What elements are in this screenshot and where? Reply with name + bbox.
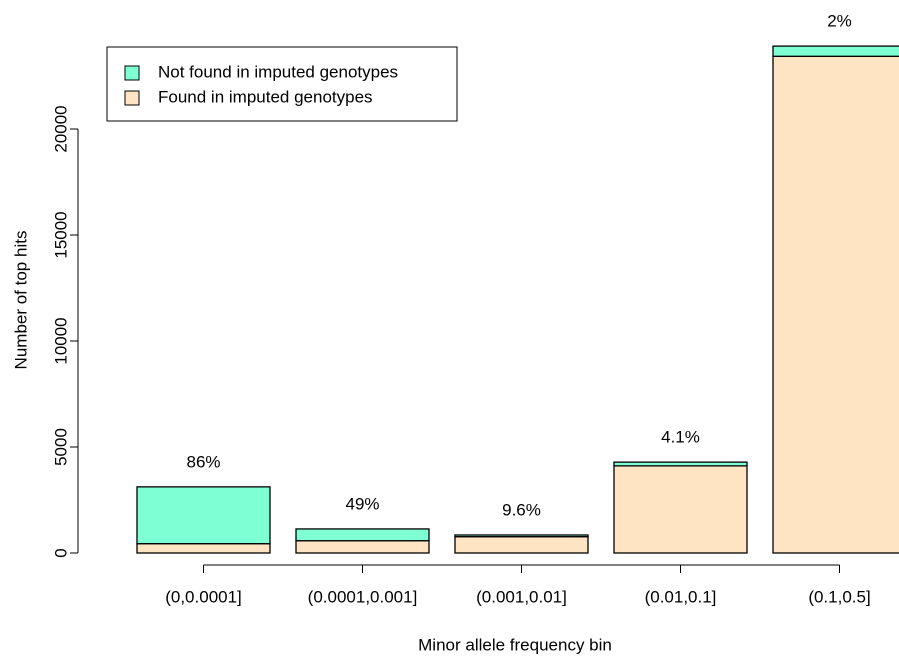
y-tick-label: 10000 [51, 317, 70, 364]
legend-swatch [124, 90, 140, 106]
percent-label: 9.6% [502, 500, 541, 519]
x-tick-label: (0.0001,0.001] [308, 587, 418, 606]
bar-segment [295, 528, 430, 542]
percent-label: 86% [186, 452, 220, 471]
percent-label: 49% [345, 494, 379, 513]
y-axis-label: Number of top hits [11, 231, 30, 370]
x-tick-label: (0,0.0001] [165, 587, 242, 606]
bar-segment [295, 540, 430, 554]
percent-label: 4.1% [661, 428, 700, 447]
bar-segment [613, 461, 748, 467]
legend-label: Found in imputed genotypes [158, 87, 373, 106]
x-axis-label: Minor allele frequency bin [418, 635, 612, 654]
y-tick-label: 15000 [51, 211, 70, 258]
percent-label: 2% [827, 12, 852, 31]
bar-segment [454, 534, 589, 538]
bar-segment [772, 55, 899, 554]
bar-segment [772, 45, 899, 57]
legend-box [106, 46, 458, 122]
bar-segment [613, 465, 748, 554]
bar-segment [136, 543, 271, 554]
x-tick-label: (0.001,0.01] [476, 587, 567, 606]
bar-segment [454, 536, 589, 554]
y-tick-label: 20000 [51, 105, 70, 152]
x-tick-label: (0.01,0.1] [645, 587, 717, 606]
legend-swatch [124, 65, 140, 81]
x-tick-label: (0.1,0.5] [808, 587, 870, 606]
y-tick-label: 0 [51, 548, 70, 557]
y-tick-label: 5000 [51, 428, 70, 466]
bar-segment [136, 486, 271, 545]
legend-label: Not found in imputed genotypes [158, 62, 398, 81]
